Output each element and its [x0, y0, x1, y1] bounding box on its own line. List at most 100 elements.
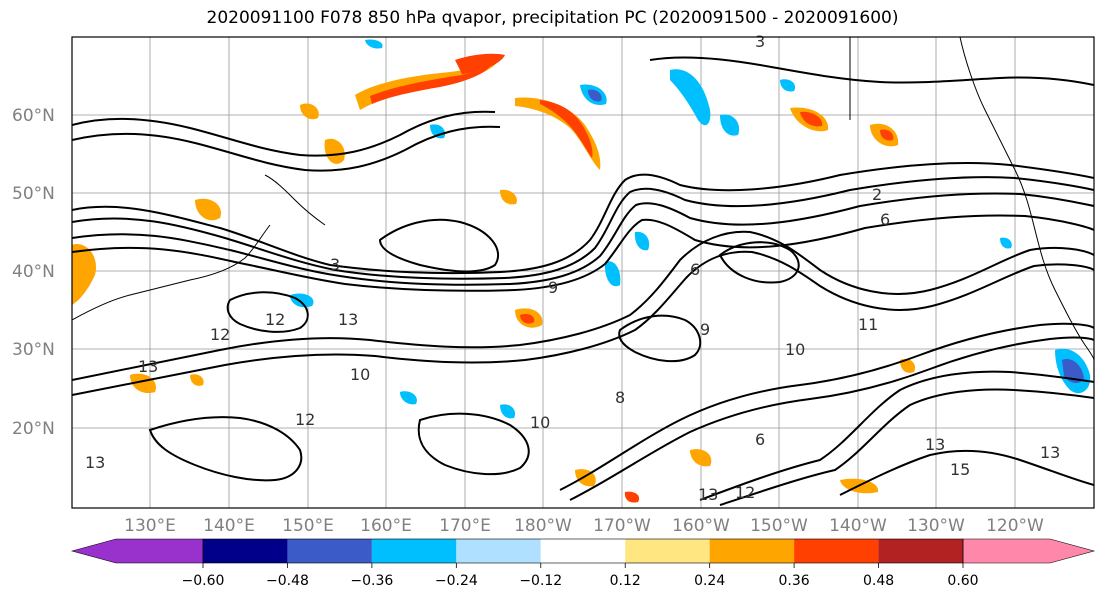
colorbar-outline: [202, 538, 964, 564]
precip-patch: [365, 39, 383, 49]
contour-label: 13: [138, 357, 158, 376]
colorbar-tick-label: −0.12: [519, 573, 562, 589]
colorbar: −0.60 −0.48 −0.36 −0.24 −0.12 0.12 0.24 …: [70, 538, 1096, 589]
precip-patch: [72, 244, 96, 305]
lon-label: 120°W: [986, 516, 1044, 536]
contour-line: [417, 412, 530, 476]
precip-patch: [588, 89, 602, 102]
precip-patch: [624, 491, 640, 503]
lon-label: 180°W: [514, 516, 572, 536]
contour-label: 6: [690, 260, 700, 279]
colorbar-cell: [70, 538, 204, 564]
contour-label: 12: [735, 483, 755, 502]
lat-label: 60°N: [12, 106, 55, 126]
colorbar-ticks: [202, 563, 964, 568]
coastline: [264, 174, 326, 226]
precip-patch: [500, 189, 517, 205]
colorbar-labels: −0.60 −0.48 −0.36 −0.24 −0.12 0.12 0.24 …: [182, 573, 979, 589]
precip-patch: [800, 111, 823, 127]
lon-label: 140°W: [829, 516, 887, 536]
lon-label: 140°E: [203, 516, 255, 536]
colorbar-tick-label: −0.48: [266, 573, 309, 589]
precip-patch: [370, 64, 492, 104]
contour-label: 10: [350, 365, 370, 384]
precip-patch: [130, 373, 156, 394]
contour-line: [72, 176, 1094, 280]
lon-label: 130°E: [124, 516, 176, 536]
precip-shading: [72, 39, 1091, 503]
precip-patch: [400, 391, 417, 405]
precip-patch: [540, 100, 593, 158]
longitude-labels: 130°E 140°E 150°E 160°E 170°E 180°W 170°…: [124, 516, 1044, 536]
precip-patch: [190, 374, 204, 386]
contour-label: 12: [295, 410, 315, 429]
colorbar-cell: [287, 539, 372, 563]
precip-patch: [880, 129, 894, 141]
lon-label: 160°W: [672, 516, 730, 536]
contour-labels: 3 6 2 3 6 9 11 10 13 12 12 13 10 9 8 10 …: [85, 32, 1060, 504]
contour-label: 11: [858, 315, 878, 334]
colorbar-cell: [794, 539, 879, 563]
contour-line: [649, 56, 1094, 86]
contour-line: [72, 250, 1094, 396]
colorbar-cells: [70, 538, 1096, 564]
precip-patch: [300, 103, 319, 120]
lon-label: 130°W: [907, 516, 965, 536]
contour-line: [618, 314, 702, 363]
contour-label: 3: [330, 255, 340, 274]
precip-patch: [290, 293, 314, 308]
contour-line: [72, 110, 496, 157]
contour-line: [226, 291, 309, 333]
contour-label: 8: [615, 388, 625, 407]
coastline: [72, 224, 271, 321]
qvapor-contours: [72, 56, 1094, 506]
contour-label: 10: [785, 340, 805, 359]
lon-label: 150°E: [282, 516, 334, 536]
lat-label: 50°N: [12, 184, 55, 204]
precip-patch: [670, 69, 711, 126]
precip-patch: [500, 404, 516, 419]
colorbar-cell: [371, 539, 457, 563]
contour-label: 6: [880, 210, 890, 229]
contour-label: 12: [265, 310, 285, 329]
contour-line: [699, 370, 1094, 501]
contour-label: 3: [755, 32, 765, 51]
contour-label: 9: [700, 320, 710, 339]
colorbar-cell: [709, 539, 795, 563]
colorbar-cell: [203, 539, 288, 563]
contour-label: 9: [548, 278, 558, 297]
contour-label: 15: [950, 460, 970, 479]
contour-label: 2: [872, 185, 882, 204]
colorbar-cell: [625, 539, 710, 563]
colorbar-tick-label: 0.36: [779, 573, 810, 589]
precip-patch: [520, 313, 535, 324]
contour-line: [378, 218, 500, 273]
contour-label: 12: [210, 325, 230, 344]
contour-line: [72, 162, 1094, 275]
contour-line: [72, 125, 501, 172]
precip-patch: [1000, 237, 1012, 249]
colorbar-tick-label: 0.48: [863, 573, 894, 589]
coastline: [959, 37, 1094, 361]
precip-patch: [1062, 359, 1084, 384]
map-background: [72, 37, 1094, 508]
contour-line: [559, 322, 1094, 491]
colorbar-tick-label: 0.60: [947, 573, 978, 589]
colorbar-tick-label: −0.24: [435, 573, 478, 589]
coastlines: [72, 37, 1094, 361]
contour-line: [72, 192, 1094, 286]
contour-label: 13: [925, 435, 945, 454]
lon-label: 160°E: [360, 516, 412, 536]
contour-label: 13: [338, 310, 358, 329]
colorbar-tick-label: 0.24: [694, 573, 725, 589]
precip-patch: [900, 358, 916, 373]
map-frame: [71, 36, 1095, 509]
colorbar-tick-label: −0.60: [182, 573, 225, 589]
lat-label: 30°N: [12, 340, 55, 360]
colorbar-cell: [540, 539, 626, 563]
contour-line: [72, 214, 1094, 292]
lat-label: 20°N: [12, 419, 55, 439]
colorbar-cell: [962, 538, 1096, 564]
contour-line: [72, 230, 1094, 381]
map-title: 2020091100 F078 850 hPa qvapor, precipit…: [206, 8, 899, 28]
